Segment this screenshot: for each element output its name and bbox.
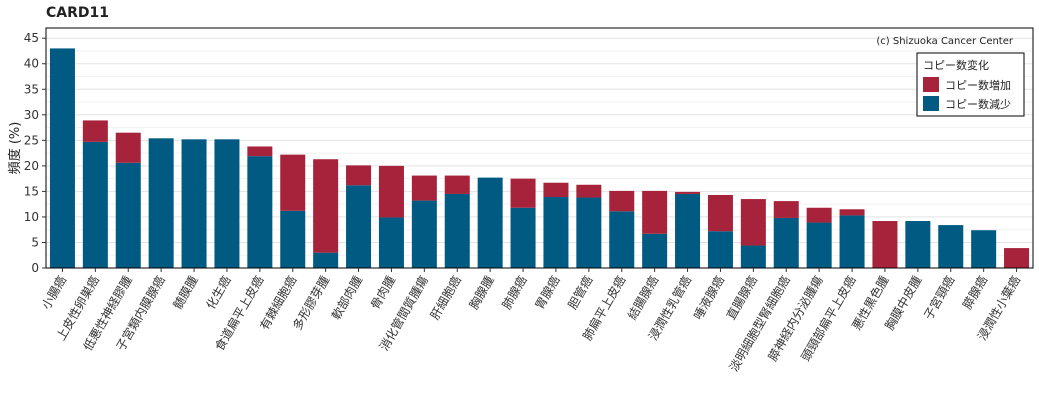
- bar-segment: [806, 222, 832, 268]
- bar-segment: [642, 190, 668, 234]
- x-tick-label: 軟部肉腫: [328, 273, 365, 322]
- y-tick-label: 25: [24, 133, 39, 147]
- bar-segment: [378, 165, 404, 218]
- legend-swatch-loss: [923, 96, 939, 111]
- y-tick-label: 40: [24, 57, 39, 71]
- x-tick-label: 膵腺癌: [959, 273, 990, 312]
- bar-segment: [181, 139, 207, 268]
- y-tick-label: 20: [24, 159, 39, 173]
- bar-segment: [707, 194, 733, 232]
- bar-segment: [971, 230, 997, 268]
- bar-segment: [411, 200, 437, 268]
- bar-segment: [115, 132, 141, 163]
- x-tick-label: 胸腺腫: [466, 273, 497, 312]
- bar-segment: [280, 210, 306, 268]
- bar-segment: [280, 154, 306, 211]
- bar-segment: [740, 245, 766, 268]
- bar-segment: [477, 177, 503, 268]
- x-tick-label: 淡明細胞型腎細胞癌: [726, 273, 793, 374]
- bar-segment: [576, 184, 602, 198]
- x-tick-label: 肝細胞癌: [427, 273, 464, 322]
- bar-segment: [773, 201, 799, 218]
- bar-segment: [346, 165, 372, 186]
- legend-label-loss: コピー数減少: [945, 97, 1011, 111]
- bar-segment: [49, 48, 75, 268]
- bar-segment: [839, 215, 865, 268]
- bar-segment: [938, 225, 964, 268]
- bar-segment: [675, 193, 701, 268]
- y-tick-label: 0: [31, 261, 39, 275]
- plot-background: [46, 28, 1033, 268]
- y-tick-label: 10: [24, 210, 39, 224]
- bar-segment: [773, 217, 799, 268]
- bar-segment: [1004, 248, 1030, 268]
- plot-frame: [45, 27, 1034, 269]
- x-tick-label: 小腸癌: [38, 273, 69, 312]
- bar-segment: [609, 190, 635, 212]
- bar-segment: [444, 175, 470, 194]
- bar-segment: [543, 197, 569, 268]
- x-tick-label: 胃腺癌: [532, 273, 563, 312]
- legend-title: コピー数変化: [923, 58, 989, 72]
- x-tick-label: 子宮頸癌: [920, 273, 957, 322]
- bar-segment: [609, 211, 635, 268]
- bar-segment: [510, 207, 536, 268]
- bar-segment: [148, 138, 174, 268]
- x-tick-label: 唾液腺癌: [690, 273, 727, 322]
- x-tick-label: 肺腺癌: [499, 273, 530, 312]
- y-tick-label: 45: [24, 31, 39, 45]
- chart-title: CARD11: [46, 5, 109, 21]
- x-tick-label: 胆管癌: [564, 273, 595, 312]
- bar-segment: [740, 199, 766, 246]
- x-tick-label: 直腸腺癌: [723, 273, 760, 322]
- y-tick-label: 35: [24, 82, 39, 96]
- bar-segment: [346, 185, 372, 268]
- bar-segment: [543, 182, 569, 198]
- legend-label-gain: コピー数増加: [945, 79, 1011, 92]
- y-axis: 0 5 10 15 20 25 30 35 40 45: [24, 31, 46, 275]
- bars: [49, 48, 1030, 268]
- bar-segment: [642, 233, 668, 268]
- bar-segment: [115, 162, 141, 268]
- x-tick-label: 髄膜腫: [170, 273, 201, 312]
- credit-text: (c) Shizuoka Cancer Center: [876, 36, 1014, 47]
- legend: コピー数変化 コピー数増加 コピー数減少: [916, 52, 1025, 117]
- x-tick-label: 結腸腺癌: [624, 273, 661, 322]
- bar-segment: [839, 209, 865, 216]
- bar-segment: [313, 159, 339, 253]
- bar-segment: [214, 139, 240, 268]
- bar-segment: [411, 175, 437, 201]
- bar-segment: [576, 197, 602, 268]
- legend-swatch-gain: [923, 77, 939, 92]
- bar-segment: [247, 146, 273, 157]
- y-tick-label: 15: [24, 184, 39, 198]
- bar-segment: [510, 178, 536, 208]
- grid-lines: [46, 37, 1033, 269]
- bar-segment: [378, 217, 404, 268]
- bar-segment: [675, 191, 701, 194]
- y-axis-title: 頻度 (%): [7, 122, 23, 175]
- bar-segment: [806, 207, 832, 223]
- bar-segment: [444, 193, 470, 268]
- bar-segment: [313, 252, 339, 268]
- bar-segment: [82, 120, 108, 142]
- y-tick-label: 30: [24, 108, 39, 122]
- bar-segment: [905, 221, 931, 268]
- bar-segment: [247, 156, 273, 268]
- bar-segment: [82, 141, 108, 268]
- bar-segment: [872, 221, 898, 268]
- bar-segment: [707, 231, 733, 268]
- x-tick-label: 化生癌: [203, 273, 234, 312]
- y-tick-label: 5: [31, 235, 39, 249]
- x-tick-label: 骨肉腫: [368, 274, 398, 312]
